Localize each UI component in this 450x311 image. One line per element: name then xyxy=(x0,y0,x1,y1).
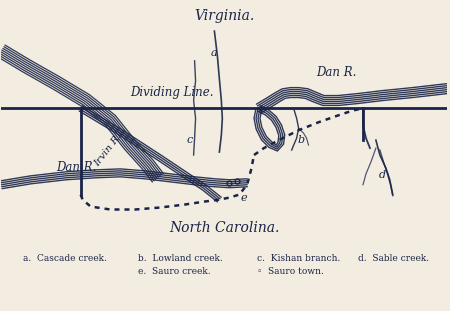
Text: Dividing Line.: Dividing Line. xyxy=(130,86,214,99)
Text: a: a xyxy=(211,48,218,58)
Text: ◦  Sauro town.: ◦ Sauro town. xyxy=(257,267,324,276)
Text: c: c xyxy=(186,135,193,145)
Text: Dan R.: Dan R. xyxy=(56,161,96,174)
Text: Virginia.: Virginia. xyxy=(194,9,254,23)
Text: b.  Lowland creek.: b. Lowland creek. xyxy=(138,254,223,263)
Text: North Carolina.: North Carolina. xyxy=(169,221,279,235)
Text: e.  Sauro creek.: e. Sauro creek. xyxy=(138,267,211,276)
Text: a.  Cascade creek.: a. Cascade creek. xyxy=(23,254,107,263)
Text: Irvin R.: Irvin R. xyxy=(93,132,124,168)
Text: b: b xyxy=(297,135,304,145)
Text: Dan R.: Dan R. xyxy=(316,66,357,79)
Text: e: e xyxy=(241,193,248,203)
Text: d: d xyxy=(379,170,387,180)
Text: c.  Kishan branch.: c. Kishan branch. xyxy=(257,254,340,263)
Text: d.  Sable creek.: d. Sable creek. xyxy=(358,254,429,263)
